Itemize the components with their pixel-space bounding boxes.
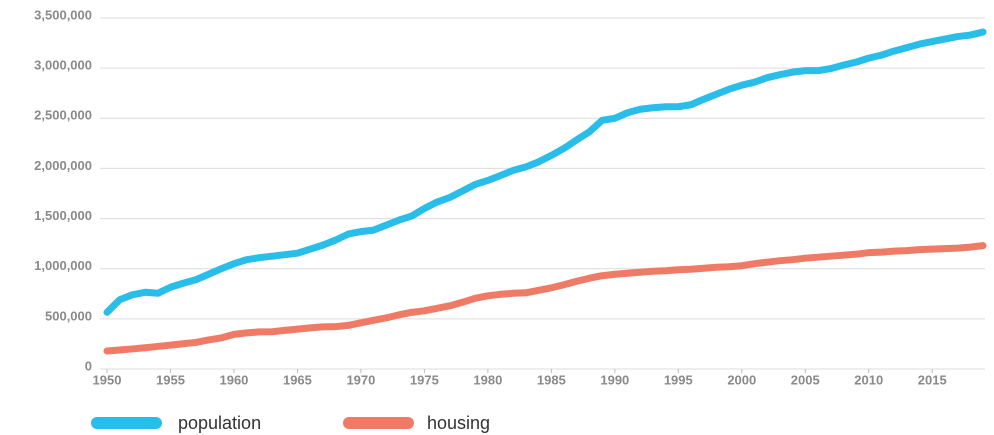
x-tick-label: 2005 xyxy=(791,372,820,387)
x-tick-label: 1960 xyxy=(219,372,248,387)
legend-label: population xyxy=(178,413,261,433)
x-tick-label: 1950 xyxy=(93,372,122,387)
x-tick-label: 2015 xyxy=(918,372,947,387)
x-tick-label: 1965 xyxy=(283,372,312,387)
x-tick-label: 1985 xyxy=(537,372,566,387)
y-tick-label: 0 xyxy=(85,358,92,373)
y-tick-label: 1,000,000 xyxy=(34,258,92,273)
y-tick-label: 2,000,000 xyxy=(34,158,92,173)
series-line xyxy=(103,28,987,316)
x-tick-label: 1955 xyxy=(156,372,185,387)
legend: population housing xyxy=(91,413,490,433)
x-tick-label: 1990 xyxy=(600,372,629,387)
y-tick-label: 3,000,000 xyxy=(34,58,92,73)
plot: 0 500,000 1,000,000 1,500,000 2,000,000 2,500… xyxy=(34,7,987,387)
x-tick-label: 1980 xyxy=(473,372,502,387)
x-tick-label: 2000 xyxy=(727,372,756,387)
y-tick-label: 1,500,000 xyxy=(34,208,92,223)
x-tick-label: 1970 xyxy=(346,372,375,387)
y-tick-label: 3,500,000 xyxy=(34,7,92,22)
y-tick-label: 500,000 xyxy=(45,308,92,323)
legend-label: housing xyxy=(427,413,490,433)
series-line xyxy=(103,242,987,355)
x-tick-label: 1975 xyxy=(410,372,439,387)
x-tick-label: 2010 xyxy=(854,372,883,387)
y-tick-label: 2,500,000 xyxy=(34,108,92,123)
x-tick-label: 1995 xyxy=(664,372,693,387)
